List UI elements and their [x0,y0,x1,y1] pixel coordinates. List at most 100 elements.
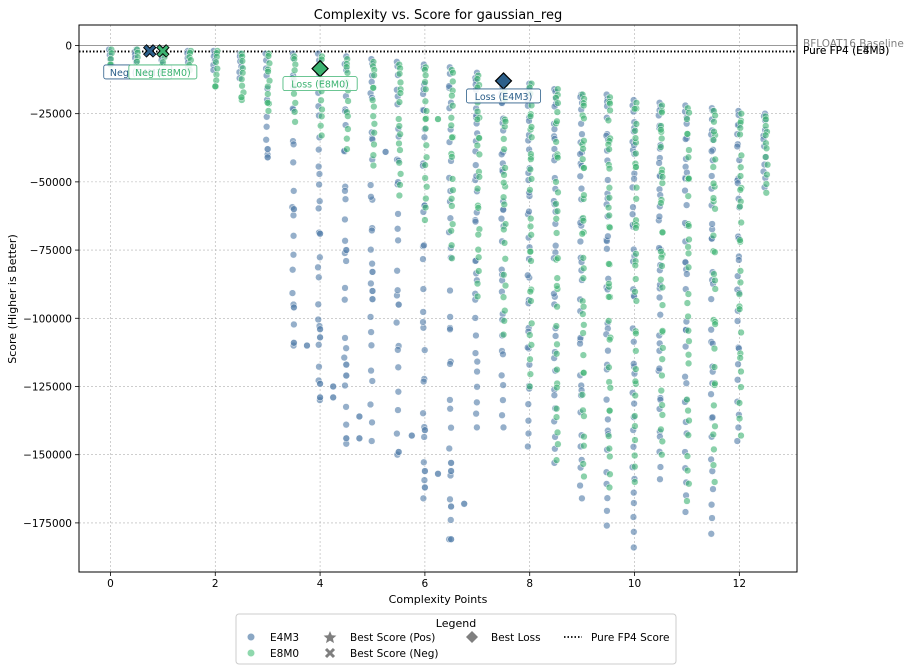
data-point [500,135,508,143]
data-point [657,386,665,395]
data-point [447,535,455,543]
data-point [316,253,324,261]
data-point [368,226,376,235]
data-point [342,246,350,254]
data-point [710,118,718,126]
data-point [605,444,613,453]
data-point [422,153,431,161]
data-point [657,247,665,256]
legend-best-neg-label: Best Score (Neg) [350,648,439,660]
data-point [710,401,718,410]
data-point [685,480,693,488]
data-point [631,288,639,296]
data-point [446,313,454,321]
data-point [475,150,484,159]
data-point [632,250,640,258]
data-point [212,58,220,66]
data-point [707,295,715,303]
data-point [576,339,584,348]
data-point [658,355,666,363]
data-point [497,215,506,223]
data-point [683,452,692,460]
data-point [605,406,614,415]
data-point [434,115,442,123]
highlight-markers: Loss (E8M0)Loss (E4M3)Neg (E4M3)Neg (E8M… [103,44,542,104]
data-point [631,105,639,113]
data-point [655,293,664,302]
data-point [681,186,689,195]
data-point [605,317,613,325]
data-point [343,69,352,77]
data-point [734,360,742,368]
data-point [708,172,716,180]
data-point [527,297,535,305]
data-point [553,365,561,374]
data-point [658,327,667,335]
data-point [500,200,508,209]
data-point [603,507,611,515]
data-point [710,344,719,353]
data-point [711,379,719,388]
data-point [629,203,637,211]
data-point [526,165,534,174]
data-point [632,347,640,355]
data-point [471,217,480,226]
data-point [315,180,323,189]
data-point [289,232,298,240]
data-point [631,436,639,444]
data-point [709,179,718,188]
data-point [420,433,428,441]
data-point [471,314,479,322]
data-point [475,267,483,275]
data-point [445,444,453,453]
data-point [527,231,535,239]
data-point [658,173,667,181]
data-point [709,430,717,439]
data-point [709,485,717,493]
data-point [396,181,404,189]
data-point [500,239,509,247]
data-point [395,448,403,456]
data-point [711,111,719,120]
data-point [421,346,429,354]
data-point [580,472,588,481]
data-point [605,194,613,202]
data-point [472,161,480,169]
data-point [631,134,640,142]
data-point [552,200,560,208]
data-point [290,303,298,312]
data-point [580,137,588,145]
data-point [499,423,508,432]
data-point [355,412,364,421]
data-point [368,96,377,104]
data-point [579,460,587,468]
data-point [395,115,403,123]
data-point [580,101,588,110]
data-point [656,463,665,471]
data-point [658,371,666,380]
data-point [708,147,716,155]
data-point [500,225,508,234]
data-point [342,403,350,411]
data-point [579,310,587,318]
data-point [553,207,562,215]
data-point [707,326,715,334]
data-point [736,278,745,287]
data-point [447,424,455,432]
data-point [657,425,665,434]
highlight-label: Loss (E8M0) [291,80,349,91]
data-point [711,248,719,256]
data-point [632,183,641,192]
data-point [632,120,640,128]
data-point [396,89,405,97]
data-point [473,75,481,83]
data-point [393,286,402,294]
data-point [368,268,377,276]
data-point [291,108,299,116]
data-point [316,325,324,333]
data-point [368,437,376,445]
data-point [290,320,298,329]
data-point [314,300,322,308]
data-point [684,290,693,298]
data-point [342,344,350,352]
